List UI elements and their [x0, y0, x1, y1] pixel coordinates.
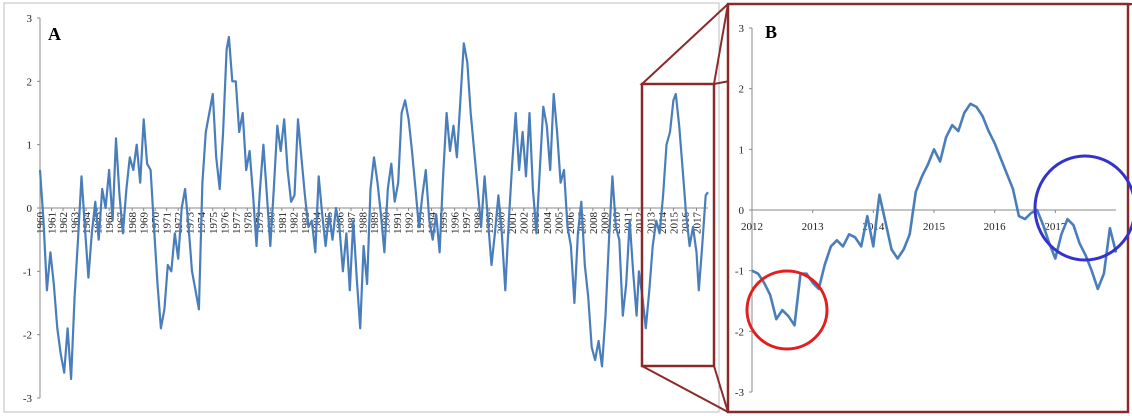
x-tick-label: 2016 — [984, 221, 1007, 233]
x-tick-label: 2008 — [588, 212, 600, 235]
x-tick-label: 2004 — [542, 212, 554, 235]
highlight-circle-red — [745, 269, 829, 351]
x-tick-label: 2015 — [923, 221, 946, 233]
x-tick-label: 2002 — [519, 212, 531, 234]
y-tick-label: 0 — [739, 205, 745, 217]
x-tick-label: 2001 — [507, 212, 519, 234]
x-tick-label: 1976 — [219, 212, 231, 235]
y-tick-label: -2 — [735, 326, 744, 338]
x-tick-label: 2017 — [691, 212, 703, 235]
x-tick-label: 1966 — [104, 212, 116, 235]
y-tick-label: -1 — [735, 266, 744, 278]
y-tick-label: 2 — [739, 84, 745, 96]
panel-b-series-line — [751, 102, 1118, 327]
x-tick-label: 1972 — [173, 212, 185, 234]
x-tick-label: 1981 — [277, 212, 289, 234]
panel-a-series-line — [38, 35, 709, 381]
y-tick-label: -2 — [23, 330, 32, 342]
panel-b-frame — [726, 2, 1130, 414]
x-tick-label: 1977 — [231, 212, 243, 235]
zoom-highlight — [639, 3, 1132, 413]
x-tick-label: 1968 — [127, 212, 139, 235]
x-tick-label: 1969 — [139, 212, 151, 235]
x-tick-label: 1983 — [300, 212, 312, 235]
panel-b-x-ticks: 2012 2013 2014 2015 2016 2017 — [741, 210, 1067, 233]
x-tick-label: 1987 — [346, 212, 358, 235]
x-tick-label: 1988 — [357, 212, 369, 235]
y-tick-label: 0 — [27, 203, 33, 215]
x-tick-label: 1989 — [369, 212, 381, 235]
y-tick-label: 1 — [739, 144, 745, 156]
x-tick-label: 1982 — [288, 212, 300, 234]
y-tick-label: 1 — [27, 140, 33, 152]
x-tick-label: 2012 — [741, 221, 763, 233]
x-tick-label: 1996 — [450, 212, 462, 235]
zoom-connector-right-top — [713, 3, 729, 85]
x-tick-label: 1992 — [404, 212, 416, 234]
y-tick-label: -1 — [23, 266, 32, 278]
x-tick-label: 2005 — [553, 212, 565, 235]
x-tick-label: 2010 — [611, 212, 623, 235]
x-tick-label: 1978 — [242, 212, 254, 235]
x-tick-label: 1962 — [58, 212, 70, 234]
x-tick-label: 2015 — [668, 212, 680, 235]
x-tick-label: 1997 — [461, 212, 473, 235]
y-tick-label: -3 — [23, 393, 33, 405]
y-tick-label: 3 — [739, 23, 745, 35]
panel-b-y-ticks: 3 2 1 0 -1 -2 -3 — [735, 23, 752, 399]
panel-b-label: B — [765, 22, 777, 42]
x-tick-label: 1961 — [47, 212, 59, 234]
zoom-connector-right-bottom — [713, 365, 729, 413]
x-tick-label: 1960 — [35, 212, 47, 235]
panel-a-x-ticks: 1960 1961 1962 1963 1964 1965 1966 1967 1968 1969… — [35, 208, 703, 234]
x-tick-label: 1971 — [162, 212, 174, 234]
y-tick-label: -3 — [735, 387, 745, 399]
panel-a-label: A — [48, 24, 61, 44]
x-tick-label: 1970 — [150, 212, 162, 235]
y-tick-label: 3 — [27, 13, 33, 25]
zoom-connector-bottom — [641, 365, 729, 413]
x-tick-label: 2011 — [622, 212, 634, 234]
y-tick-label: 2 — [27, 76, 33, 88]
x-tick-label: 2012 — [634, 212, 646, 234]
x-tick-label: 2017 — [1044, 221, 1067, 233]
x-tick-label: 1991 — [392, 212, 404, 234]
highlight-circle-blue — [1033, 154, 1132, 262]
zoom-connector-top — [639, 3, 1132, 85]
x-tick-label: 2013 — [802, 221, 825, 233]
x-tick-label: 2009 — [599, 212, 611, 235]
x-tick-label: 1975 — [208, 212, 220, 235]
panel-a: 3 2 1 0 -1 -2 -3 1960 1961 1962 1963 1964 1965 1966 1… — [3, 2, 720, 413]
